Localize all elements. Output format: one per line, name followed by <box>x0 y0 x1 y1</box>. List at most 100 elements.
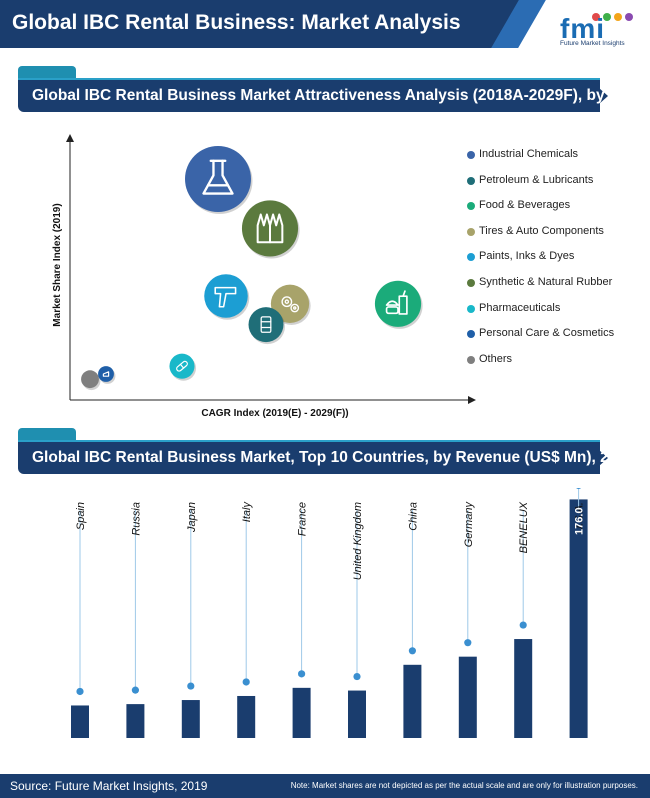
legend-item: Tires & Auto Components <box>467 225 647 251</box>
legend-label: Paints, Inks & Dyes <box>479 250 575 263</box>
bar-group: BENELUX <box>514 501 533 738</box>
cosmetics-icon <box>102 371 110 377</box>
bar <box>348 690 366 738</box>
leader-dot <box>408 647 416 655</box>
legend: Industrial Chemicals Petroleum & Lubrican… <box>467 148 647 378</box>
bars-group: Spain Russia Japan Italy France United Kingdo… <box>71 488 588 738</box>
legend-dot <box>467 278 475 287</box>
bubble <box>241 200 300 259</box>
logo-dot-icon <box>614 13 622 21</box>
section2-banner: Global IBC Rental Business Market, Top 1… <box>18 428 645 474</box>
leader-dot <box>353 672 361 681</box>
bubble-circle <box>98 366 114 382</box>
bubble <box>185 146 253 214</box>
section1-banner: Global IBC Rental Business Market Attrac… <box>18 66 650 112</box>
leader-dot <box>298 670 306 678</box>
bar-group: Japan <box>181 502 200 738</box>
legend-label: Industrial Chemicals <box>479 148 579 160</box>
category-label: China <box>407 502 419 531</box>
bubble-circle <box>270 284 310 323</box>
legend-item: Others <box>467 353 647 379</box>
bar-group: France <box>292 502 311 738</box>
legend-dot <box>467 176 475 185</box>
bar-group: Italy <box>237 501 256 738</box>
legend-label: Pharmaceuticals <box>479 301 561 314</box>
leader-dot <box>187 682 195 690</box>
leader-dot <box>519 621 527 629</box>
leader-dot <box>576 488 582 490</box>
x-axis-label: CAGR Index (2019(E) - 2029(F)) <box>201 408 348 419</box>
logo-dot-icon <box>625 13 633 21</box>
bubble <box>169 353 197 381</box>
legend-dot <box>467 227 475 236</box>
logo-dot-icon <box>592 13 600 21</box>
banner-stripe <box>18 78 600 81</box>
banner-tail <box>590 80 608 112</box>
bar-group: United Kingdom <box>348 502 366 738</box>
legend-dot <box>467 151 475 159</box>
section2-title: Global IBC Rental Business Market, Top 1… <box>32 449 645 466</box>
food-drink-icon <box>385 290 408 315</box>
leader-dot <box>131 686 139 694</box>
leader-dot <box>76 687 84 696</box>
legend-item: Pharmaceuticals <box>467 302 647 328</box>
legend-label: Personal Care & Cosmetics <box>479 327 615 340</box>
logo-text: fmi <box>560 13 605 44</box>
bar <box>403 664 422 738</box>
banner-bar <box>18 80 600 112</box>
y-axis-label: Market Share Index (2019) <box>52 203 63 326</box>
legend-label: Synthetic & Natural Rubber <box>479 275 613 288</box>
category-label: United Kingdom <box>352 502 364 580</box>
legend-dot <box>467 202 475 211</box>
category-label: Germany <box>463 501 475 548</box>
banner-tail <box>590 442 608 474</box>
gears-icon <box>281 296 300 313</box>
page-title: Global IBC Rental Business: Market Analy… <box>12 11 461 34</box>
bar <box>458 656 477 738</box>
bar-chart: Spain Russia Japan Italy France United Kingdo… <box>71 488 588 738</box>
leader-dot <box>242 678 250 686</box>
legend-dot <box>467 253 475 262</box>
bar <box>237 695 256 738</box>
bubble-circle <box>185 146 251 212</box>
bubble <box>248 307 285 345</box>
gloves-icon <box>256 213 284 244</box>
bar-value-label: 176.0 <box>574 507 586 535</box>
pill-shape <box>176 360 188 372</box>
legend-label: Others <box>479 352 513 365</box>
category-label: France <box>297 502 309 536</box>
legend-dot <box>467 355 475 364</box>
oil-barrel-icon <box>260 316 272 333</box>
section1-title: Global IBC Rental Business Market Attrac… <box>32 87 650 104</box>
bubble <box>204 274 250 320</box>
bubble <box>98 366 116 384</box>
legend-item: Food & Beverages <box>467 199 647 225</box>
legend-dot <box>467 304 475 313</box>
legend-dot <box>467 330 475 339</box>
legend-item: Petroleum & Lubricants <box>467 174 647 200</box>
pill-icon <box>176 360 188 372</box>
bar-group: Germany <box>458 501 477 738</box>
bubbles-group <box>81 146 423 391</box>
legend-item: Synthetic & Natural Rubber <box>467 276 647 302</box>
legend-item: Industrial Chemicals <box>467 148 647 174</box>
paint-gun-icon <box>214 286 237 308</box>
bar-group: China <box>403 502 422 738</box>
bar-group: U.S.A.176.0 <box>569 488 588 738</box>
bubble-circle <box>248 307 284 343</box>
legend-item: Paints, Inks & Dyes <box>467 250 647 276</box>
logo-icons <box>592 8 636 26</box>
banner-bar <box>18 442 600 474</box>
bar <box>126 704 145 738</box>
bar <box>569 499 588 738</box>
leader-dot <box>464 639 472 647</box>
bar <box>514 639 533 738</box>
flask-icon <box>202 159 234 195</box>
legend-label: Food & Beverages <box>479 199 571 212</box>
legend-item: Personal Care & Cosmetics <box>467 327 647 353</box>
category-label: BENELUX <box>518 501 530 553</box>
category-label: Spain <box>75 502 87 530</box>
banner-stripe <box>18 440 600 443</box>
category-label: U.S.A. <box>574 502 586 534</box>
logo-dot-icon <box>603 13 611 21</box>
